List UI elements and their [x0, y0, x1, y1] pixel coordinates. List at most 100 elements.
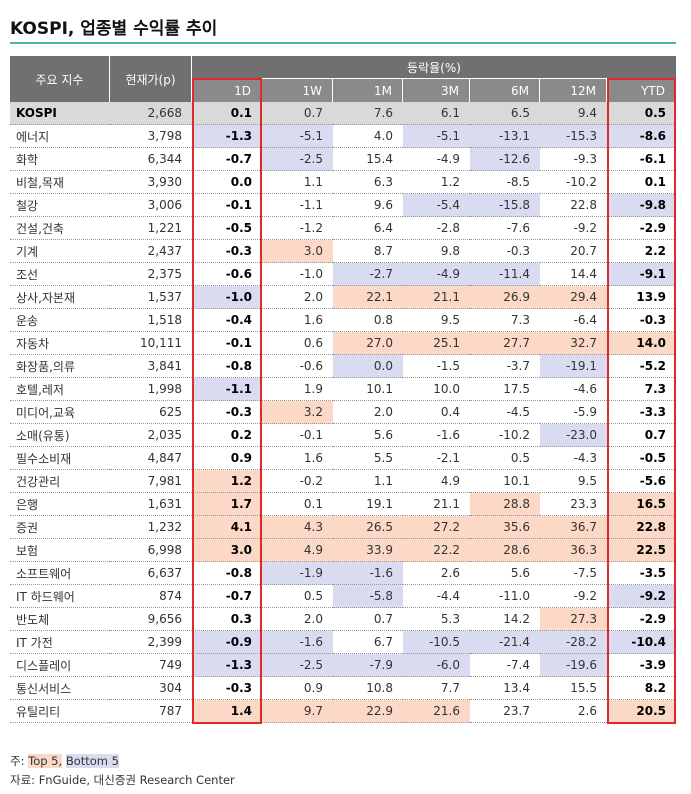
cell: -0.1 — [262, 424, 333, 447]
cell: -1.5 — [403, 355, 470, 378]
cell: 2,437 — [110, 240, 192, 263]
cell: -23.0 — [540, 424, 607, 447]
cell: 6,344 — [110, 148, 192, 171]
cell: 0.7 — [607, 424, 676, 447]
row-name: 유틸리티 — [10, 700, 110, 723]
cell: 2,375 — [110, 263, 192, 286]
cell: 0.9 — [262, 677, 333, 700]
cell: 3,930 — [110, 171, 192, 194]
cell: 2.6 — [403, 562, 470, 585]
cell: -0.7 — [192, 585, 262, 608]
cell: 16.5 — [607, 493, 676, 516]
cell: 2.2 — [607, 240, 676, 263]
row-name: 미디어,교육 — [10, 401, 110, 424]
cell: 2,035 — [110, 424, 192, 447]
cell: 8.7 — [333, 240, 403, 263]
cell: 36.3 — [540, 539, 607, 562]
cell: 0.8 — [333, 309, 403, 332]
cell: 26.5 — [333, 516, 403, 539]
row-name: 운송 — [10, 309, 110, 332]
row-name: 건설,건축 — [10, 217, 110, 240]
header-period: 6M — [470, 79, 540, 102]
note-top: Top 5, — [28, 754, 63, 768]
cell: 9,656 — [110, 608, 192, 631]
cell: -9.2 — [540, 585, 607, 608]
cell: -5.4 — [403, 194, 470, 217]
cell: -1.6 — [333, 562, 403, 585]
cell: 28.8 — [470, 493, 540, 516]
cell: 25.1 — [403, 332, 470, 355]
cell: 1.2 — [192, 470, 262, 493]
row-name: 은행 — [10, 493, 110, 516]
cell: 21.1 — [403, 493, 470, 516]
cell: -0.9 — [192, 631, 262, 654]
cell: 20.7 — [540, 240, 607, 263]
cell: -1.3 — [192, 654, 262, 677]
cell: 5.5 — [333, 447, 403, 470]
cell: 9.5 — [540, 470, 607, 493]
note-prefix: 주: — [10, 754, 25, 768]
cell: -0.8 — [192, 355, 262, 378]
header-period: 1W — [262, 79, 333, 102]
cell: 1.4 — [192, 700, 262, 723]
cell: -9.8 — [607, 194, 676, 217]
cell: -7.4 — [470, 654, 540, 677]
cell: 15.5 — [540, 677, 607, 700]
cell: 14.0 — [607, 332, 676, 355]
cell: 1.6 — [262, 447, 333, 470]
cell: -3.5 — [607, 562, 676, 585]
cell: 9.8 — [403, 240, 470, 263]
cell: 4.9 — [262, 539, 333, 562]
cell: 2.0 — [333, 401, 403, 424]
cell: -19.6 — [540, 654, 607, 677]
cell: 9.5 — [403, 309, 470, 332]
cell: -15.3 — [540, 125, 607, 148]
header-period: 1M — [333, 79, 403, 102]
row-name: 기계 — [10, 240, 110, 263]
cell: 7.7 — [403, 677, 470, 700]
cell: 33.9 — [333, 539, 403, 562]
header-price: 현재가(p) — [110, 56, 192, 102]
row-name: 화장품,의류 — [10, 355, 110, 378]
cell: 0.5 — [607, 102, 676, 125]
row-name: 디스플레이 — [10, 654, 110, 677]
cell: 4.1 — [192, 516, 262, 539]
cell: 0.0 — [192, 171, 262, 194]
cell: 3,798 — [110, 125, 192, 148]
highlight-box — [192, 78, 262, 724]
cell: -3.3 — [607, 401, 676, 424]
cell: 1,631 — [110, 493, 192, 516]
cell: 23.3 — [540, 493, 607, 516]
cell: -9.2 — [540, 217, 607, 240]
cell: 6,637 — [110, 562, 192, 585]
cell: 6.5 — [470, 102, 540, 125]
cell: 1.1 — [262, 171, 333, 194]
cell: 0.2 — [192, 424, 262, 447]
cell: -4.9 — [403, 148, 470, 171]
header-name: 주요 지수 — [10, 56, 110, 102]
cell: -1.9 — [262, 562, 333, 585]
cell: 3,006 — [110, 194, 192, 217]
cell: 7.3 — [470, 309, 540, 332]
cell: -3.9 — [607, 654, 676, 677]
row-name: 증권 — [10, 516, 110, 539]
cell: 3.0 — [192, 539, 262, 562]
cell: 9.4 — [540, 102, 607, 125]
cell: 0.0 — [333, 355, 403, 378]
cell: 7.6 — [333, 102, 403, 125]
row-name: 비철,목재 — [10, 171, 110, 194]
cell: -0.6 — [262, 355, 333, 378]
cell: 3,841 — [110, 355, 192, 378]
cell: -1.0 — [262, 263, 333, 286]
cell: 23.7 — [470, 700, 540, 723]
row-name: 철강 — [10, 194, 110, 217]
cell: -7.5 — [540, 562, 607, 585]
cell: 1,221 — [110, 217, 192, 240]
cell: -10.5 — [403, 631, 470, 654]
row-name: 건강관리 — [10, 470, 110, 493]
cell: 2.6 — [540, 700, 607, 723]
cell: 0.1 — [607, 171, 676, 194]
cell: 4.3 — [262, 516, 333, 539]
cell: 1.9 — [262, 378, 333, 401]
